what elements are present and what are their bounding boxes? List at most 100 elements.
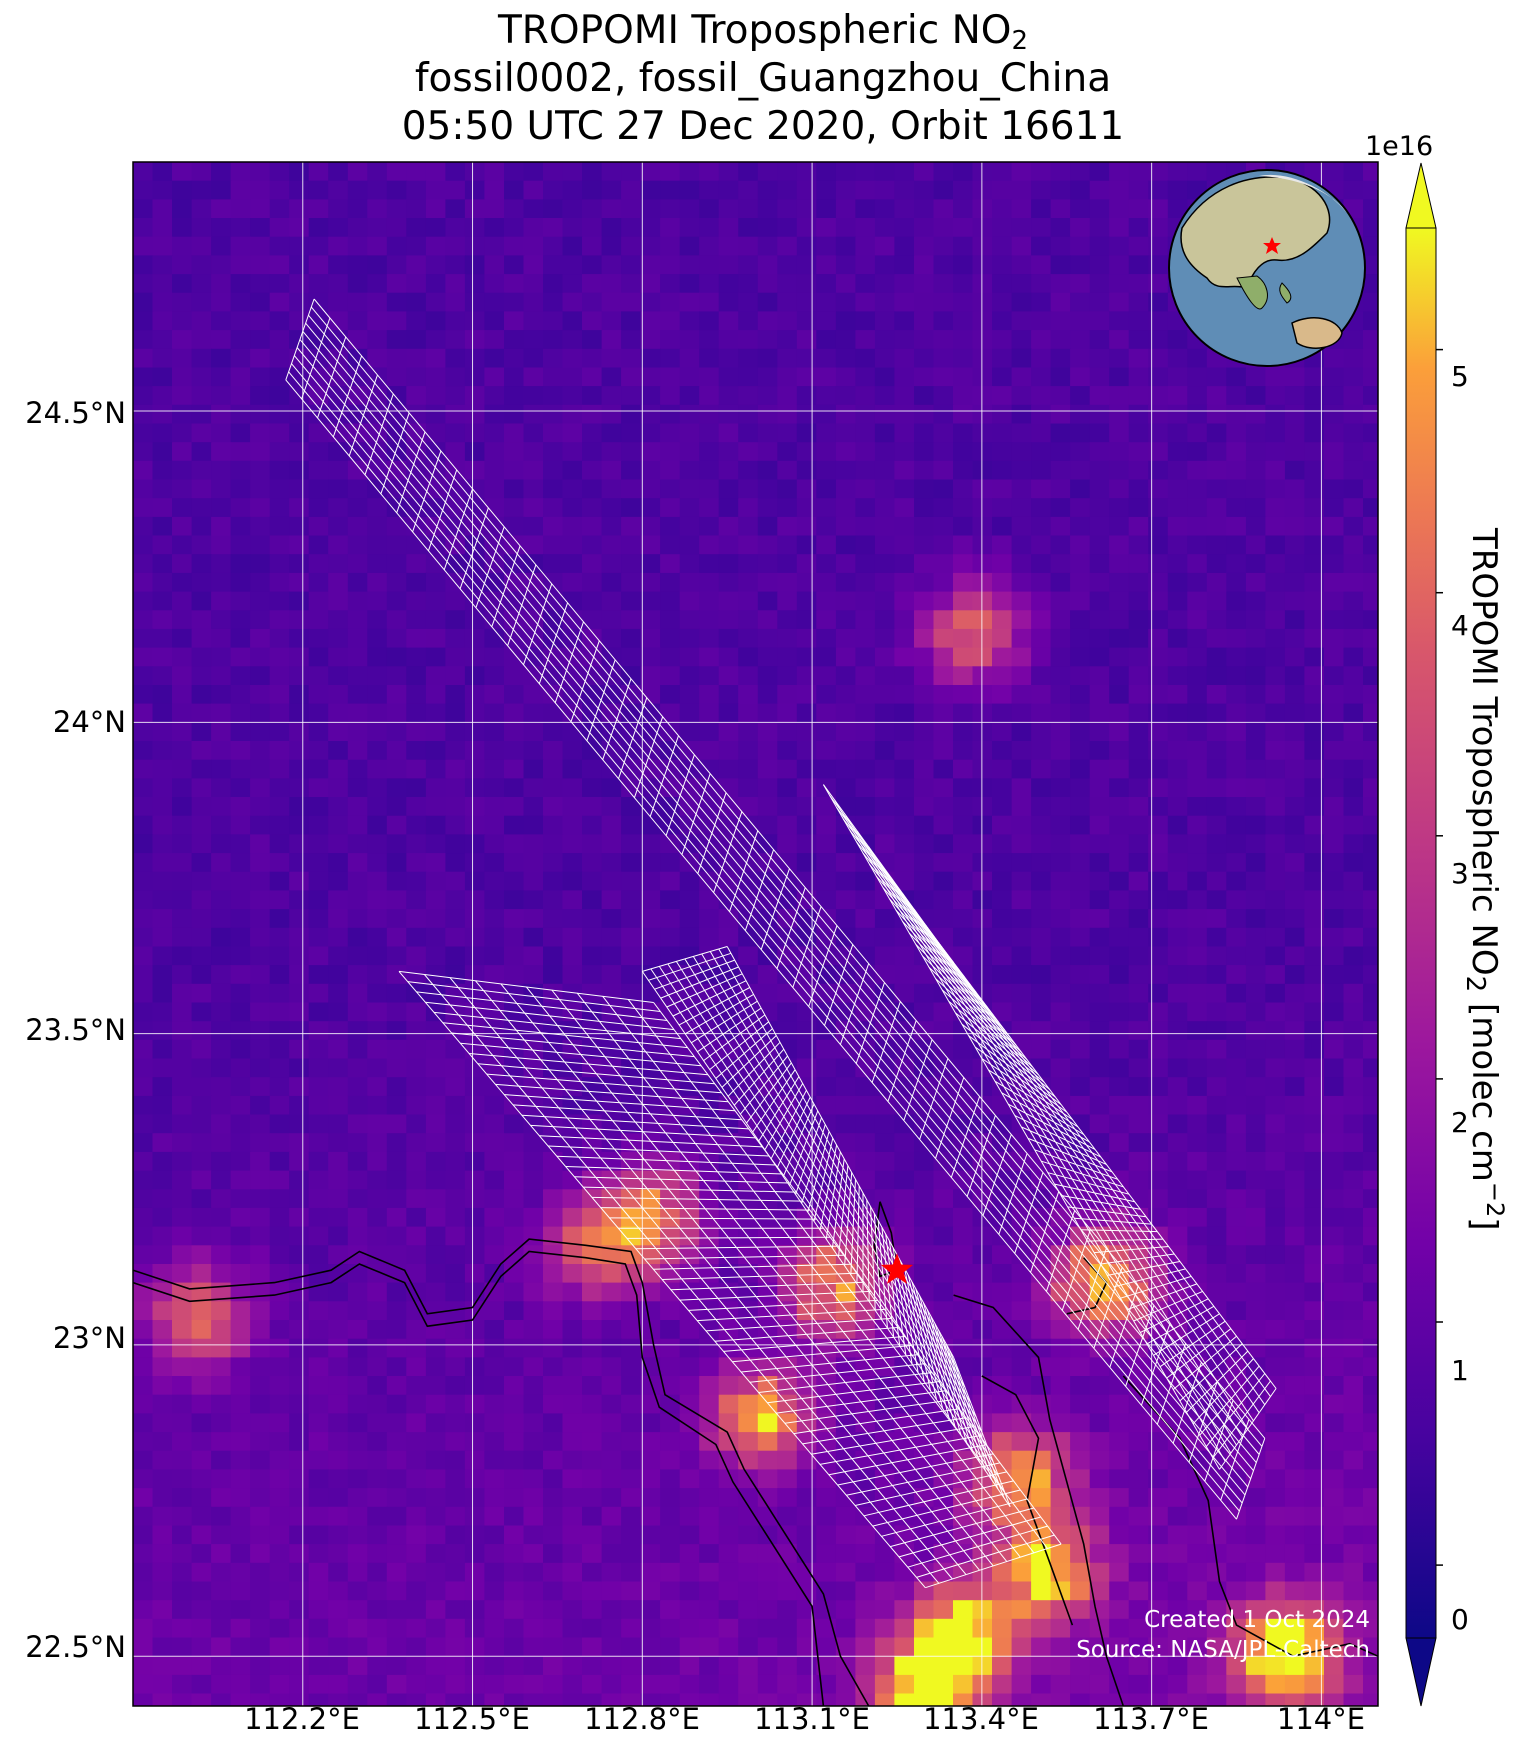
no2-pixel (133, 628, 154, 649)
no2-pixel (406, 1525, 427, 1545)
no2-pixel (835, 199, 857, 219)
no2-pixel (1284, 1562, 1306, 1583)
no2-pixel (1070, 741, 1091, 761)
no2-pixel (621, 1506, 642, 1527)
no2-pixel (425, 1357, 447, 1377)
no2-pixel (1304, 946, 1325, 966)
no2-pixel (757, 572, 779, 593)
no2-pixel (1284, 1095, 1306, 1116)
no2-pixel (1284, 647, 1306, 668)
no2-pixel (172, 442, 193, 462)
no2-pixel (1245, 871, 1267, 892)
no2-pixel (1304, 1469, 1325, 1489)
no2-pixel (1128, 1450, 1149, 1471)
no2-pixel (367, 685, 388, 705)
no2-pixel (1109, 1095, 1130, 1116)
no2-pixel (152, 1301, 173, 1321)
no2-pixel (386, 1525, 408, 1545)
no2-pixel (504, 479, 525, 499)
no2-pixel (289, 367, 310, 387)
no2-pixel (1148, 853, 1169, 873)
no2-pixel (1148, 1021, 1169, 1041)
no2-pixel (953, 386, 974, 406)
no2-pixel (777, 386, 798, 406)
no2-pixel (133, 460, 154, 481)
no2-pixel (660, 404, 681, 425)
no2-pixel (504, 1170, 525, 1191)
no2-pixel (972, 591, 993, 612)
no2-pixel (406, 759, 427, 780)
no2-pixel (152, 741, 173, 761)
no2-pixel (718, 292, 739, 313)
no2-pixel (1167, 610, 1189, 630)
no2-pixel (230, 1058, 251, 1078)
no2-pixel (152, 778, 173, 798)
no2-pixel (640, 1376, 661, 1396)
no2-pixel (601, 199, 622, 219)
no2-pixel (1148, 1151, 1169, 1172)
no2-pixel (1148, 404, 1169, 425)
no2-pixel (445, 292, 466, 313)
no2-pixel (1089, 1432, 1110, 1452)
no2-pixel (289, 572, 310, 593)
no2-pixel (660, 946, 681, 966)
no2-pixel (562, 1469, 583, 1489)
no2-pixel (543, 1320, 564, 1340)
no2-pixel (660, 610, 681, 630)
no2-pixel (660, 554, 681, 574)
no2-pixel (1128, 535, 1149, 555)
no2-pixel (1109, 311, 1130, 331)
no2-pixel (1109, 255, 1130, 275)
no2-pixel (914, 1170, 935, 1191)
no2-pixel (621, 647, 642, 668)
no2-pixel (1089, 1581, 1110, 1601)
no2-pixel (484, 1357, 505, 1377)
no2-pixel (1383, 1451, 1403, 1471)
no2-pixel (133, 778, 154, 798)
no2-pixel (1011, 1413, 1032, 1433)
no2-pixel (562, 834, 583, 854)
no2-pixel (1226, 386, 1247, 406)
no2-pixel (855, 685, 876, 705)
no2-pixel (640, 498, 661, 518)
no2-pixel (894, 1133, 915, 1153)
no2-pixel (640, 218, 661, 238)
no2-pixel (992, 386, 1013, 406)
no2-pixel (1148, 1450, 1169, 1471)
no2-pixel (972, 741, 993, 761)
no2-pixel (1343, 1151, 1364, 1172)
no2-pixel (1148, 1002, 1169, 1022)
no2-pixel (816, 311, 837, 331)
no2-pixel (543, 367, 564, 387)
no2-pixel (757, 965, 779, 985)
no2-pixel (308, 1226, 329, 1247)
no2-pixel (874, 1320, 896, 1340)
no2-pixel (445, 815, 466, 836)
no2-pixel (1070, 1077, 1091, 1097)
no2-pixel (796, 255, 818, 275)
no2-pixel (523, 1376, 544, 1396)
no2-pixel (386, 498, 408, 518)
no2-pixel (367, 647, 388, 668)
no2-pixel (1383, 722, 1403, 742)
no2-pixel (133, 703, 154, 724)
no2-pixel (1245, 685, 1267, 705)
no2-pixel (894, 1170, 915, 1191)
no2-pixel (367, 666, 388, 686)
no2-pixel (1148, 479, 1169, 499)
no2-pixel (1031, 348, 1052, 369)
no2-pixel (367, 404, 388, 425)
no2-pixel (133, 834, 154, 854)
no2-pixel (133, 1133, 154, 1153)
no2-pixel (914, 386, 935, 406)
no2-pixel (1206, 666, 1228, 686)
no2-pixel (464, 423, 486, 443)
no2-pixel (1031, 404, 1052, 425)
no2-pixel (972, 1077, 993, 1097)
no2-pixel (328, 1581, 349, 1601)
no2-pixel (406, 1469, 427, 1489)
no2-pixel (1363, 367, 1378, 387)
no2-pixel (777, 311, 798, 331)
no2-pixel (386, 778, 408, 798)
no2-pixel (347, 498, 369, 518)
